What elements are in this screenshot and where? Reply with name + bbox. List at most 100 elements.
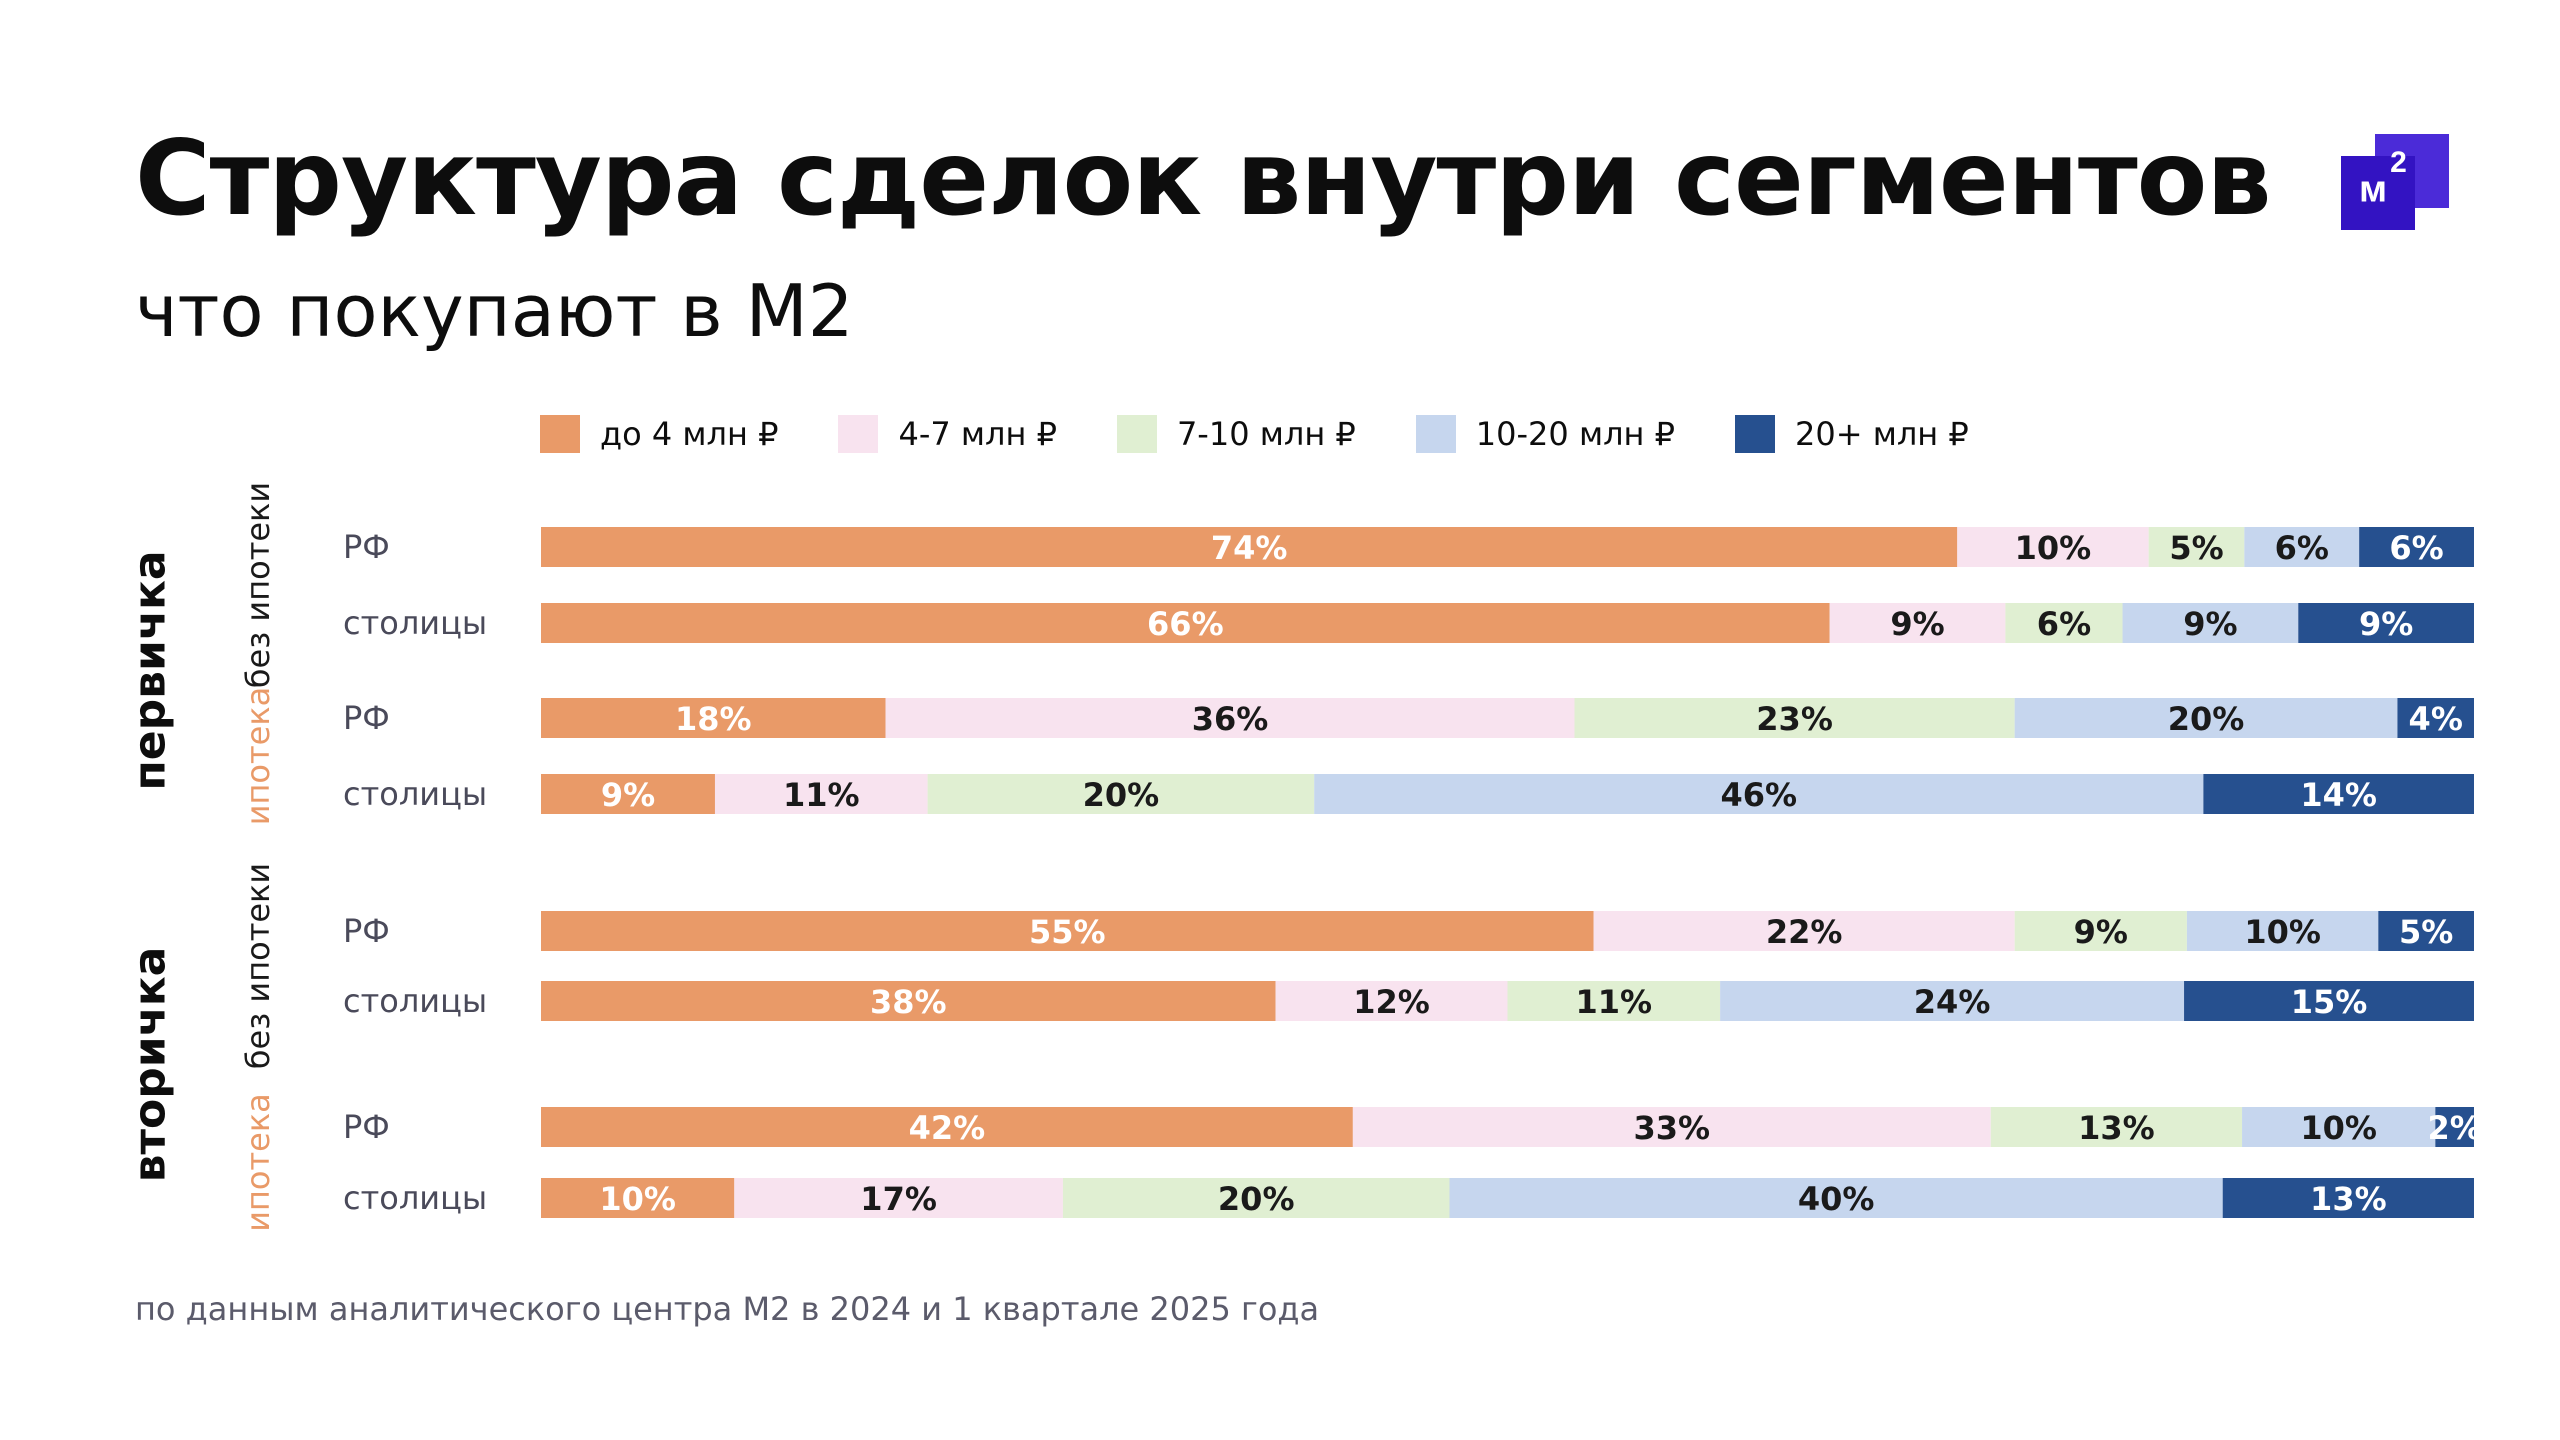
data-label: 22% bbox=[1766, 913, 1843, 951]
legend-label: 10-20 млн ₽ bbox=[1475, 415, 1675, 453]
row-label: РФ bbox=[343, 699, 390, 737]
data-label: 11% bbox=[1576, 983, 1653, 1021]
bar-segment bbox=[2298, 603, 2474, 643]
data-label: 9% bbox=[2183, 605, 2237, 643]
legend-label: 20+ млн ₽ bbox=[1794, 415, 1969, 453]
bar-segment bbox=[2014, 911, 2187, 951]
bar-segment bbox=[1352, 1107, 1991, 1147]
data-label: 20% bbox=[1083, 776, 1160, 814]
bar-segment bbox=[1829, 603, 2006, 643]
bar-segment bbox=[1593, 911, 2015, 951]
data-label: 9% bbox=[1890, 605, 1944, 643]
data-label: 23% bbox=[1756, 700, 1833, 738]
legend-label: 4-7 млн ₽ bbox=[898, 415, 1057, 453]
bar-segment bbox=[1449, 1178, 2223, 1218]
data-label: 9% bbox=[2074, 913, 2128, 951]
subgroup-label: без ипотеки bbox=[239, 482, 277, 688]
bar-segment bbox=[541, 527, 1958, 567]
row-label: столицы bbox=[343, 982, 487, 1020]
legend-item: 10-20 млн ₽ bbox=[1415, 415, 1675, 453]
data-label: 10% bbox=[2015, 529, 2092, 567]
legend-label: 7-10 млн ₽ bbox=[1176, 415, 1356, 453]
bar-segment bbox=[541, 1178, 735, 1218]
legend-item: 4-7 млн ₽ bbox=[838, 415, 1057, 453]
bar-segment bbox=[541, 911, 1594, 951]
data-label: 15% bbox=[2291, 983, 2368, 1021]
bar-segment bbox=[541, 698, 886, 738]
bar-segment bbox=[541, 1107, 1353, 1147]
data-label: 66% bbox=[1147, 605, 1224, 643]
legend-swatch bbox=[838, 415, 879, 453]
group-label: вторичка bbox=[125, 947, 176, 1183]
data-label: 38% bbox=[870, 983, 947, 1021]
bar-segment bbox=[2014, 698, 2398, 738]
data-label: 5% bbox=[2169, 529, 2223, 567]
data-label: 9% bbox=[601, 776, 655, 814]
bar-segment bbox=[2184, 981, 2474, 1021]
subgroup-label: ипотека bbox=[239, 687, 277, 826]
data-label: 10% bbox=[599, 1180, 676, 1218]
data-label: 46% bbox=[1720, 776, 1797, 814]
data-label: 9% bbox=[2359, 605, 2413, 643]
data-label: 10% bbox=[2244, 913, 2321, 951]
row-label: столицы bbox=[343, 604, 487, 642]
page-subtitle: что покупают в М2 bbox=[135, 269, 854, 353]
bar-segment bbox=[2435, 1107, 2474, 1147]
bar-segment bbox=[541, 774, 715, 814]
bar-segment bbox=[541, 603, 1830, 643]
data-label: 2% bbox=[2428, 1109, 2482, 1147]
legend-swatch bbox=[1116, 415, 1157, 453]
bar-segment bbox=[1314, 774, 2204, 814]
bar-segment bbox=[2378, 911, 2474, 951]
bar-segment bbox=[1574, 698, 2015, 738]
m2-logo[interactable]: м2 bbox=[2341, 134, 2449, 230]
data-label: 11% bbox=[783, 776, 860, 814]
data-label: 42% bbox=[909, 1109, 986, 1147]
data-label: 13% bbox=[2078, 1109, 2155, 1147]
data-label: 20% bbox=[2168, 700, 2245, 738]
legend-item: 7-10 млн ₽ bbox=[1116, 415, 1356, 453]
bar-segment bbox=[541, 981, 1276, 1021]
data-label: 33% bbox=[1634, 1109, 1711, 1147]
legend-swatch bbox=[1415, 415, 1456, 453]
bar-segment bbox=[1990, 1107, 2243, 1147]
bar-segment bbox=[1507, 981, 1721, 1021]
data-label: 6% bbox=[2275, 529, 2329, 567]
bar-segment bbox=[2203, 774, 2474, 814]
bar-segment bbox=[2222, 1178, 2474, 1218]
bar-segment bbox=[2186, 911, 2379, 951]
bar-segment bbox=[885, 698, 1575, 738]
bar-segment bbox=[1275, 981, 1508, 1021]
bar-segment bbox=[2244, 527, 2360, 567]
legend-item: 20+ млн ₽ bbox=[1734, 415, 1969, 453]
row-label: РФ bbox=[343, 1108, 390, 1146]
data-label: 4% bbox=[2409, 700, 2463, 738]
data-label: 74% bbox=[1211, 529, 1288, 567]
bar-segment bbox=[2359, 527, 2474, 567]
bar-segment bbox=[927, 774, 1315, 814]
subgroup-label: без ипотеки bbox=[239, 863, 277, 1069]
legend-label: до 4 млн ₽ bbox=[600, 415, 779, 453]
data-label: 18% bbox=[675, 700, 752, 738]
data-label: 5% bbox=[2399, 913, 2453, 951]
row-label: столицы bbox=[343, 775, 487, 813]
data-label: 14% bbox=[2300, 776, 2377, 814]
data-label: 10% bbox=[2300, 1109, 2377, 1147]
bar-segment bbox=[714, 774, 928, 814]
bar-segment bbox=[734, 1178, 1063, 1218]
chart-legend: до 4 млн ₽ 4-7 млн ₽ 7-10 млн ₽ 10-20 млн ₽… bbox=[540, 414, 2029, 454]
bar-segment bbox=[2005, 603, 2123, 643]
legend-item: до 4 млн ₽ bbox=[540, 415, 778, 453]
bar-segment bbox=[2397, 698, 2474, 738]
subgroup-label: ипотека bbox=[239, 1093, 277, 1232]
row-label: РФ bbox=[343, 528, 390, 566]
row-label: РФ bbox=[343, 912, 390, 950]
data-label: 55% bbox=[1029, 913, 1106, 951]
data-label: 17% bbox=[860, 1180, 937, 1218]
legend-swatch bbox=[1734, 415, 1775, 453]
data-label: 24% bbox=[1914, 983, 1991, 1021]
footnote: по данным аналитического центра М2 в 202… bbox=[135, 1290, 1320, 1328]
page-title: Структура сделок внутри сегментов bbox=[135, 119, 2272, 239]
bar-segment bbox=[1957, 527, 2149, 567]
